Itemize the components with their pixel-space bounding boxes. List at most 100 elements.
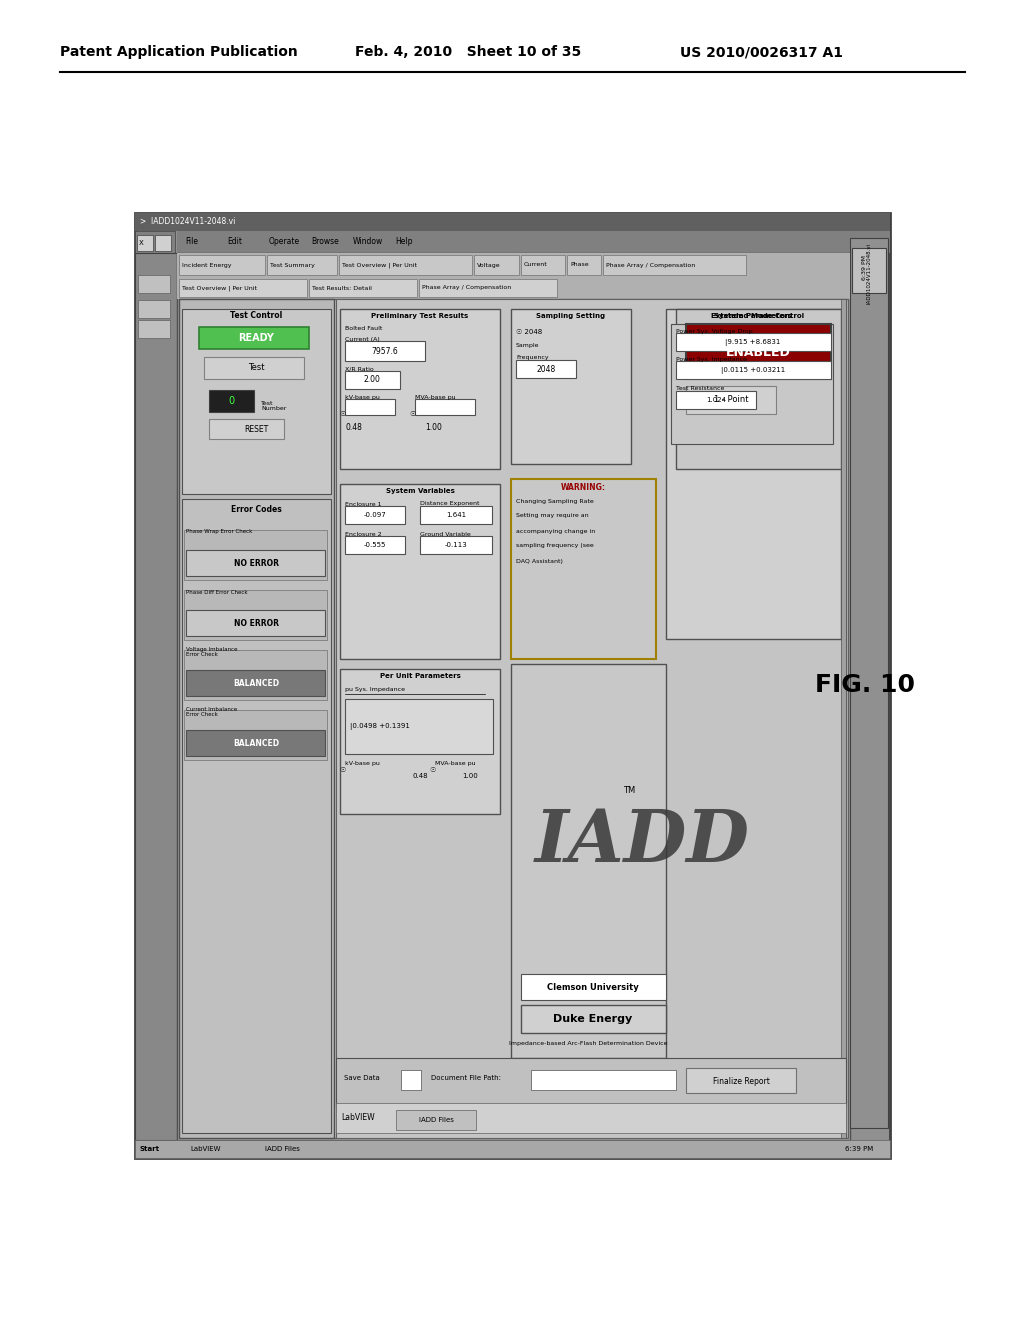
Text: Incident Energy: Incident Energy <box>182 263 231 268</box>
Text: Save Data: Save Data <box>344 1074 380 1081</box>
Bar <box>267 255 337 275</box>
Text: Phase Diff Error Check: Phase Diff Error Check <box>186 590 248 594</box>
Text: X: X <box>139 240 143 246</box>
Bar <box>336 1059 846 1107</box>
Text: Phase Wrap Error Check: Phase Wrap Error Check <box>186 529 252 535</box>
Bar <box>184 710 327 760</box>
Bar <box>666 309 841 639</box>
Text: ☉: ☉ <box>340 767 346 774</box>
Text: IADD Files: IADD Files <box>265 1146 300 1152</box>
Text: 6:39 PM: 6:39 PM <box>845 1146 873 1152</box>
Bar <box>396 1110 476 1130</box>
Text: ☉: ☉ <box>409 411 415 417</box>
Bar <box>135 253 177 1140</box>
Bar <box>179 255 265 275</box>
Text: Test Resistance: Test Resistance <box>676 387 724 392</box>
Bar <box>345 399 395 414</box>
Text: BALANCED: BALANCED <box>232 678 280 688</box>
Text: IADD1024V11-2048.vi: IADD1024V11-2048.vi <box>866 243 871 304</box>
Bar <box>177 277 850 300</box>
Bar <box>345 506 406 524</box>
Text: Clemson University: Clemson University <box>547 982 639 991</box>
Bar <box>184 649 327 700</box>
Bar <box>852 248 886 293</box>
Bar <box>138 275 170 293</box>
Bar <box>415 399 475 414</box>
Text: Frequency: Frequency <box>516 355 549 359</box>
Bar <box>340 309 500 469</box>
Text: Enclosure 2: Enclosure 2 <box>345 532 382 536</box>
Text: 2.00: 2.00 <box>364 375 381 384</box>
Bar <box>474 255 518 275</box>
Text: Help: Help <box>395 238 413 247</box>
Bar <box>671 323 833 444</box>
Bar <box>345 341 425 360</box>
Text: Test: Test <box>248 363 264 372</box>
Bar <box>841 300 846 1138</box>
Text: Bolted Fault: Bolted Fault <box>345 326 382 331</box>
Text: Power Sys. Voltage Drop: Power Sys. Voltage Drop <box>676 329 753 334</box>
Text: Sampling Setting: Sampling Setting <box>537 313 605 319</box>
Bar <box>516 360 575 378</box>
Bar <box>179 300 848 1138</box>
Bar <box>177 231 890 253</box>
Text: Window: Window <box>353 238 383 247</box>
Text: Edit: Edit <box>227 238 242 247</box>
Text: 0: 0 <box>228 396 234 407</box>
Text: Current (A): Current (A) <box>345 337 380 342</box>
Text: Voltage Imbalance
Error Check: Voltage Imbalance Error Check <box>186 647 238 657</box>
Text: Phase Array / Compensation: Phase Array / Compensation <box>422 285 511 290</box>
Text: Sample: Sample <box>516 343 540 348</box>
Bar <box>420 536 492 554</box>
Text: LabVIEW: LabVIEW <box>190 1146 220 1152</box>
Bar <box>511 479 656 659</box>
Bar <box>184 590 327 640</box>
Text: -0.555: -0.555 <box>364 543 386 548</box>
Text: ☉: ☉ <box>340 411 346 417</box>
Text: Power Sys. Impedance: Power Sys. Impedance <box>676 356 746 362</box>
Text: Patent Application Publication: Patent Application Publication <box>60 45 298 59</box>
Text: X/R Ratio: X/R Ratio <box>345 367 374 371</box>
Bar <box>401 1071 421 1090</box>
Bar <box>531 1071 676 1090</box>
Text: Changing Sampling Rate: Changing Sampling Rate <box>516 499 594 503</box>
Text: Extended Mode Control: Extended Mode Control <box>712 313 805 319</box>
Bar <box>177 253 850 1140</box>
Text: Test Control: Test Control <box>229 312 283 321</box>
Text: Setting may require an: Setting may require an <box>516 513 589 519</box>
Text: 2048: 2048 <box>537 364 556 374</box>
Bar <box>135 1140 890 1158</box>
Text: Error Codes: Error Codes <box>230 504 282 513</box>
Text: MVA-base pu: MVA-base pu <box>415 395 456 400</box>
Text: Operate: Operate <box>269 238 300 247</box>
Bar <box>511 309 631 465</box>
Text: pu Sys. Impedance: pu Sys. Impedance <box>345 688 406 693</box>
Text: kV-base pu: kV-base pu <box>345 762 380 767</box>
Bar <box>676 333 831 351</box>
Bar <box>420 506 492 524</box>
Text: |9.915 +8.6831: |9.915 +8.6831 <box>725 338 780 346</box>
Bar <box>209 389 254 412</box>
Bar <box>177 253 850 277</box>
Bar <box>184 531 327 579</box>
Text: TM: TM <box>623 785 635 795</box>
Text: kV-base pu: kV-base pu <box>345 395 380 400</box>
Bar <box>419 279 557 297</box>
Text: WARNING:: WARNING: <box>560 483 605 491</box>
Bar <box>138 319 170 338</box>
Text: System Parameters: System Parameters <box>714 313 792 319</box>
Text: RESET: RESET <box>244 425 268 433</box>
Text: -0.097: -0.097 <box>364 512 386 517</box>
Text: IADD Files: IADD Files <box>419 1117 454 1123</box>
Text: Start: Start <box>140 1146 160 1152</box>
Bar <box>204 356 304 379</box>
Text: 6:39 PM: 6:39 PM <box>862 256 867 281</box>
Bar <box>199 327 309 348</box>
Bar <box>182 309 331 494</box>
Bar <box>186 550 325 576</box>
Bar <box>336 1104 846 1133</box>
Text: sampling frequency (see: sampling frequency (see <box>516 544 594 549</box>
Text: Test Overview | Per Unit: Test Overview | Per Unit <box>342 263 418 268</box>
Text: FIG. 10: FIG. 10 <box>815 673 915 697</box>
Bar <box>345 700 493 754</box>
